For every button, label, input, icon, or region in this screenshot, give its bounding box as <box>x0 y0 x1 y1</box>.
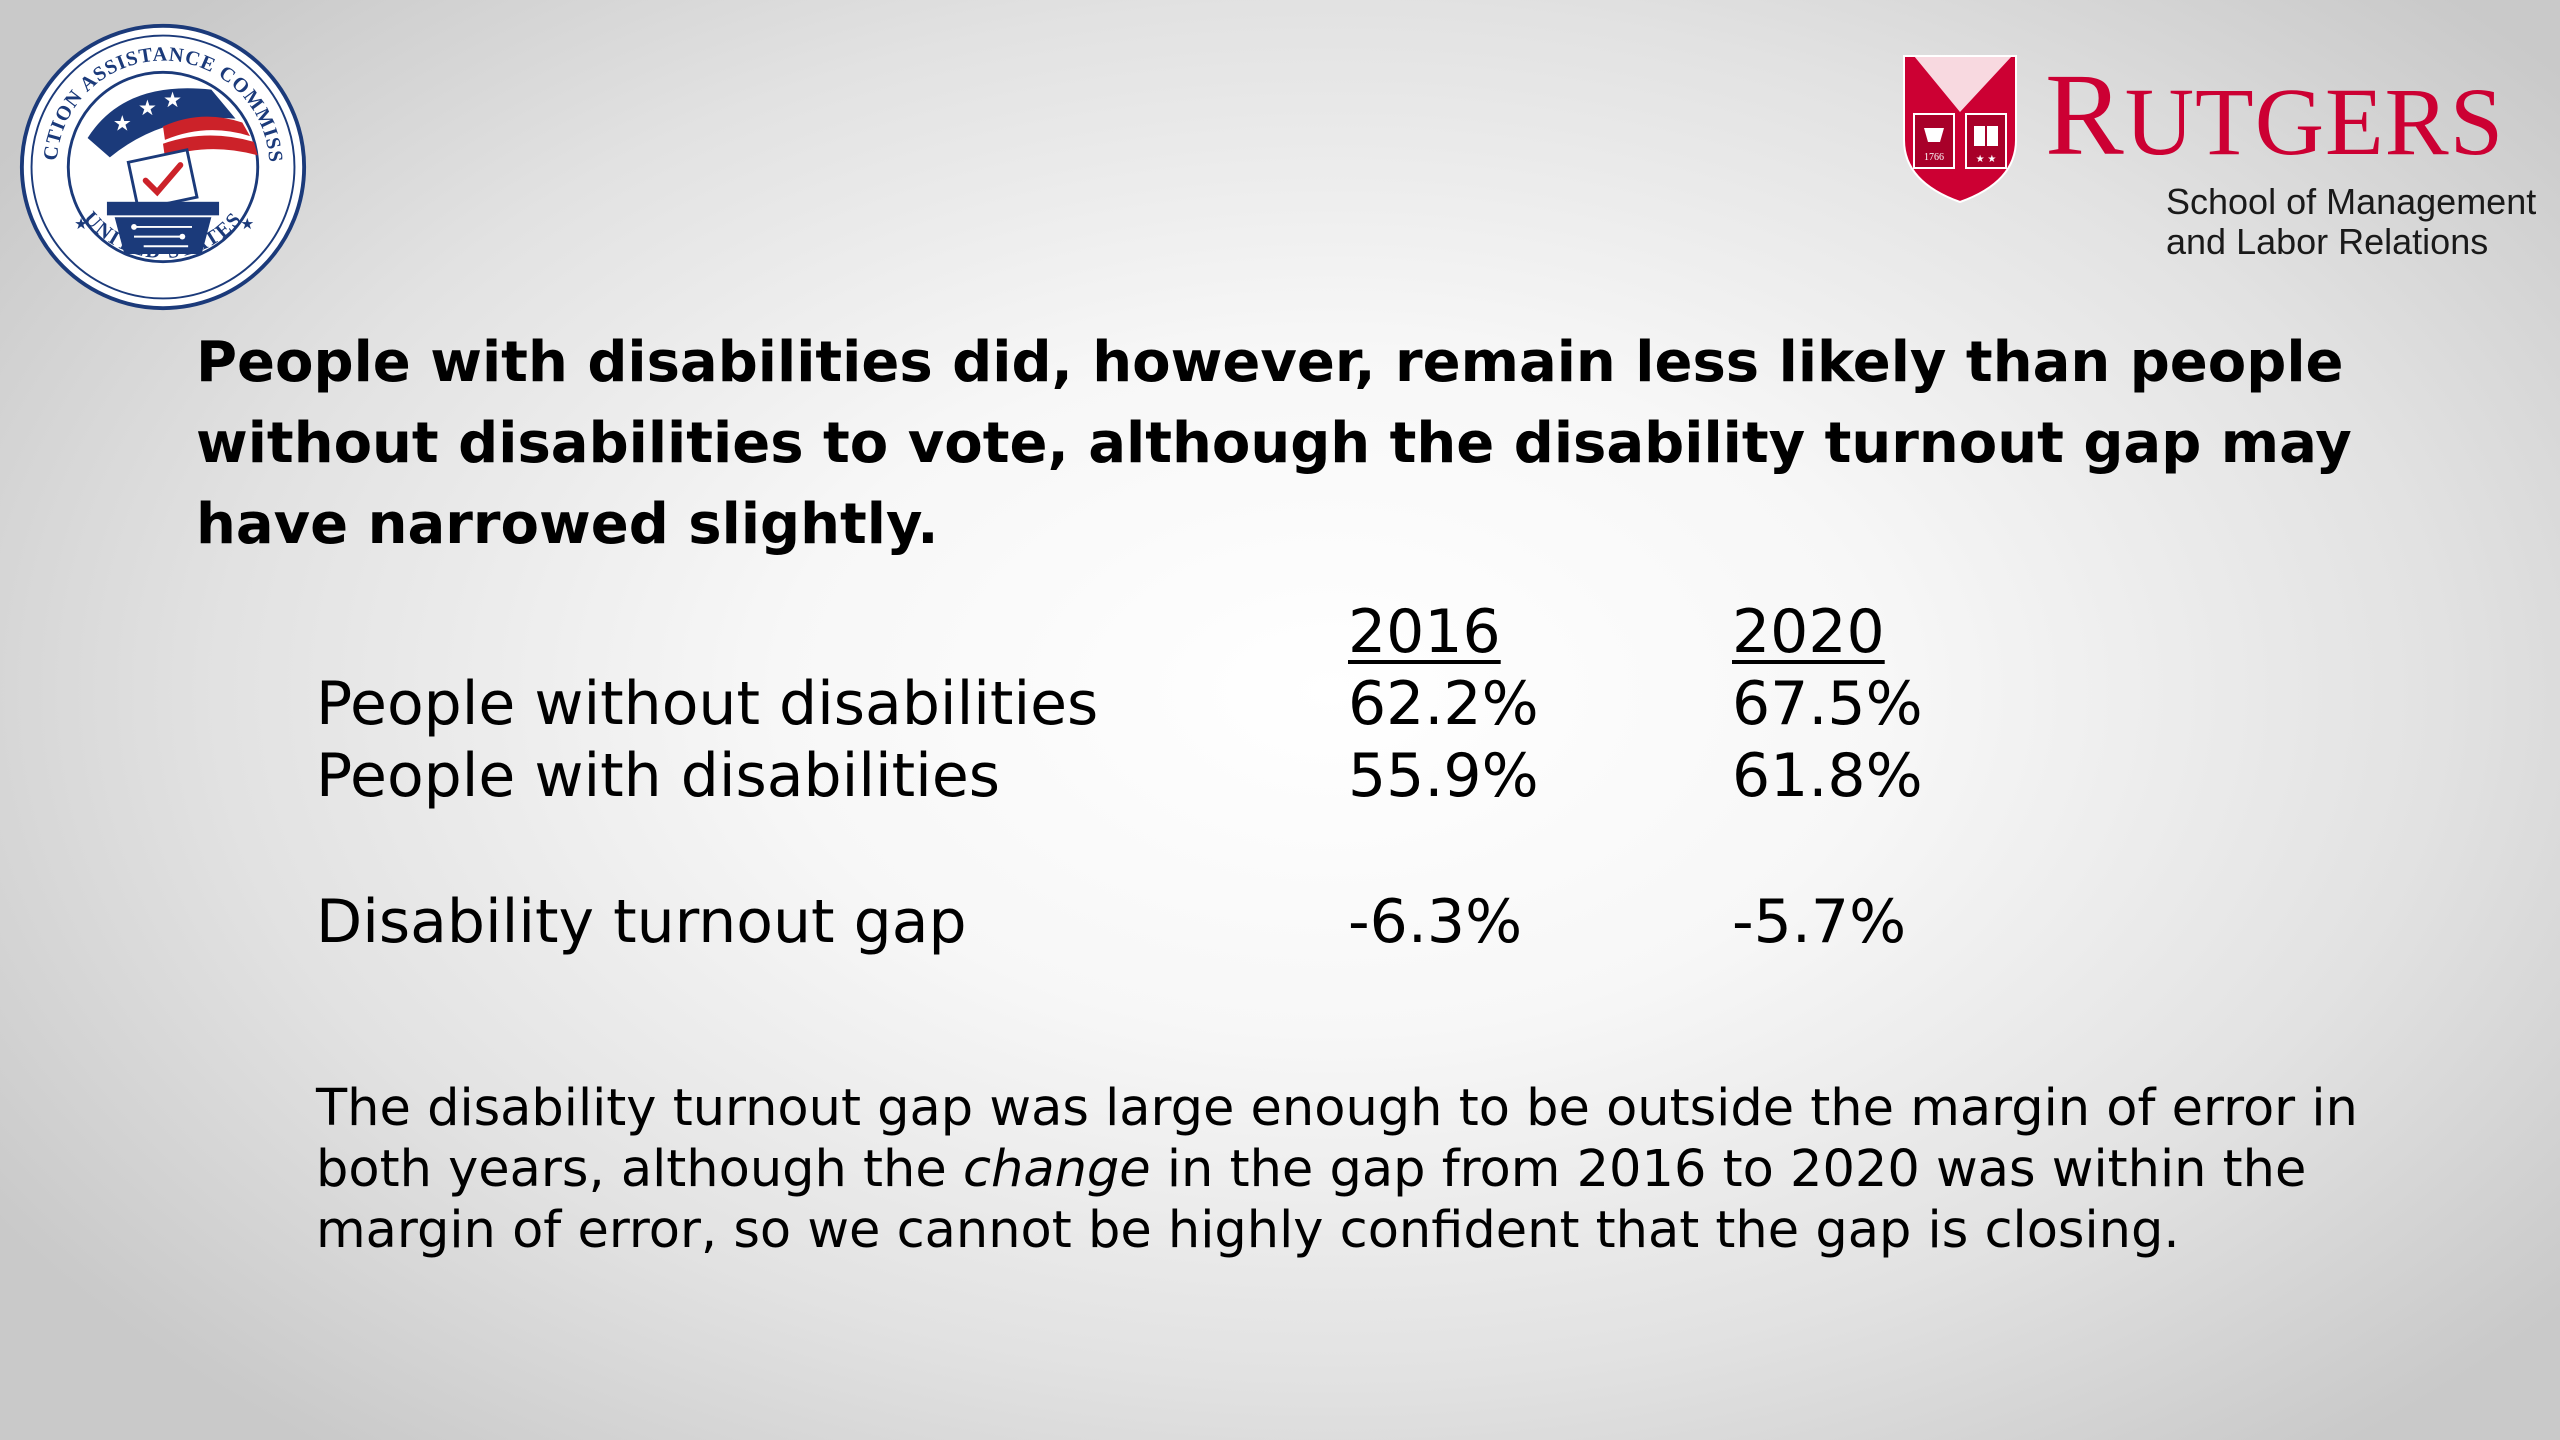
year-header-2016: 2016 <box>1348 597 1501 667</box>
rutgers-school-line1: School of Management <box>2166 181 2537 222</box>
table-row: People with disabilities 55.9% 61.8% <box>316 740 2016 812</box>
rutgers-logo: 1766 ★ ★ RUTGERS School of Management an… <box>1900 52 2540 272</box>
table-row: People without disabilities 62.2% 67.5% <box>316 668 2016 740</box>
rutgers-school-name: School of Management and Labor Relations <box>2166 182 2536 262</box>
table-row-gap: Disability turnout gap -6.3% -5.7% <box>316 886 2016 958</box>
row-label-without-disabilities: People without disabilities <box>316 669 1099 739</box>
footnote-paragraph: The disability turnout gap was large eno… <box>316 1078 2466 1261</box>
rutgers-wordmark-rest: UTGERS <box>2124 68 2505 175</box>
footnote-part1: The disability turnout gap was large eno… <box>316 1079 2358 1199</box>
value-without-disabilities-2016: 62.2% <box>1348 669 1539 739</box>
value-with-disabilities-2016: 55.9% <box>1348 741 1539 811</box>
svg-text:★: ★ <box>138 96 157 120</box>
rutgers-shield-icon: 1766 ★ ★ <box>1900 52 2020 204</box>
svg-text:★ ★: ★ ★ <box>1976 154 1997 165</box>
value-gap-2016: -6.3% <box>1348 887 1523 957</box>
turnout-table: 2016 2020 People without disabilities 62… <box>316 596 2016 958</box>
value-without-disabilities-2020: 67.5% <box>1732 669 1923 739</box>
value-gap-2020: -5.7% <box>1732 887 1907 957</box>
rutgers-school-line2: and Labor Relations <box>2166 221 2489 262</box>
eac-seal-logo: ELECTION ASSISTANCE COMMISSION UNITED ST… <box>18 22 308 312</box>
svg-text:★: ★ <box>74 216 88 233</box>
footnote-emphasis: change <box>962 1140 1151 1199</box>
row-label-turnout-gap: Disability turnout gap <box>316 887 967 957</box>
rutgers-wordmark-initial: R <box>2045 49 2125 180</box>
value-with-disabilities-2020: 61.8% <box>1732 741 1923 811</box>
rutgers-wordmark: RUTGERS <box>2045 56 2504 174</box>
footnote-part2: in the gap from 2016 to 2020 was within … <box>316 1140 2307 1260</box>
eac-seal-graphic: ELECTION ASSISTANCE COMMISSION UNITED ST… <box>18 22 307 311</box>
table-header-row: 2016 2020 <box>316 596 2016 668</box>
svg-text:★: ★ <box>240 216 254 233</box>
row-label-with-disabilities: People with disabilities <box>316 741 1001 811</box>
rutgers-shield-year: 1766 <box>1924 152 1944 163</box>
svg-text:★: ★ <box>113 111 132 135</box>
year-header-2020: 2020 <box>1732 597 1885 667</box>
slide-headline: People with disabilities did, however, r… <box>196 330 2352 557</box>
svg-text:★: ★ <box>163 88 182 112</box>
